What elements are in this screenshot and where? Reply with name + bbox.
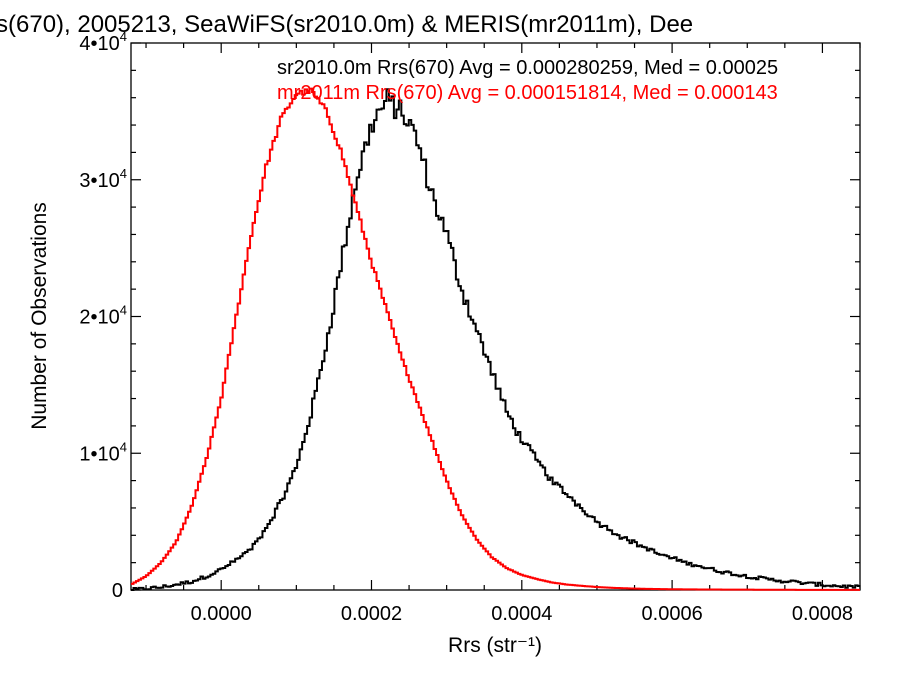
y-tick-label: 3•104 bbox=[79, 166, 127, 192]
series-line-sr2010.0m bbox=[131, 88, 860, 591]
y-tick-label: 4•104 bbox=[79, 29, 127, 55]
chart-title: s(670), 2005213, SeaWiFS(sr2010.0m) & ME… bbox=[0, 11, 693, 38]
x-tick-label: 0.0006 bbox=[642, 603, 703, 625]
y-axis-label: Number of Observations bbox=[28, 202, 51, 430]
y-tick-label: 1•104 bbox=[79, 439, 127, 465]
x-axis: 0.0000 0.0002 0.0004 0.0006 0.0008 bbox=[145, 43, 861, 625]
x-tick-label: 0.0002 bbox=[341, 603, 402, 625]
y-tick-label: 2•104 bbox=[79, 303, 127, 329]
x-tick-label: 0.0008 bbox=[792, 603, 853, 625]
x-tick-label: 0.0004 bbox=[491, 603, 552, 625]
y-tick-label: 0 bbox=[112, 580, 123, 602]
legend-entry-mr2011m: mr2011m Rrs(670) Avg = 0.000151814, Med … bbox=[277, 82, 778, 104]
legend: sr2010.0m Rrs(670) Avg = 0.000280259, Me… bbox=[277, 57, 778, 104]
plot-area-frame bbox=[130, 42, 861, 591]
series-lines bbox=[131, 87, 860, 591]
legend-entry-sr2010.0m: sr2010.0m Rrs(670) Avg = 0.000280259, Me… bbox=[277, 57, 778, 79]
series-line-mr2011m bbox=[131, 87, 860, 591]
x-axis-label: Rrs (str⁻¹) bbox=[448, 634, 542, 657]
x-tick-label: 0.0000 bbox=[191, 603, 252, 625]
y-axis: 0 1•104 2•104 3•104 4•104 bbox=[79, 29, 860, 602]
